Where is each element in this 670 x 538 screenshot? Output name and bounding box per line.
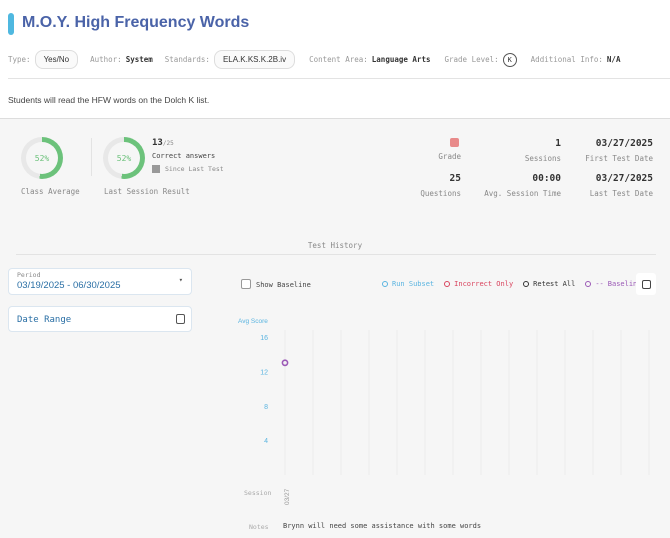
- standards-label: Standards:: [164, 55, 210, 64]
- legend-incorrect-only[interactable]: Incorrect Only: [444, 280, 513, 288]
- calendar-icon[interactable]: [176, 314, 185, 324]
- date-range-label: Date Range: [17, 315, 72, 325]
- notes-value: Brynn will need some assistance with som…: [283, 522, 482, 530]
- stat-label: Grade: [438, 152, 461, 161]
- grade-level-label: Grade Level:: [444, 55, 499, 64]
- x-tick-label: 03/27: [284, 488, 291, 505]
- circle-icon: [585, 281, 592, 287]
- description: Students will read the HFW words on the …: [8, 95, 210, 105]
- class-average-value: 52%: [26, 142, 58, 174]
- author-value: System: [125, 55, 153, 64]
- additional-info-value: N/A: [606, 55, 621, 64]
- stat-label: Avg. Session Time: [484, 189, 561, 198]
- divider: [91, 138, 92, 176]
- y-axis-label: Avg Score: [238, 318, 268, 325]
- period-select[interactable]: Period 03/19/2025 - 06/30/2025 ▾: [8, 268, 192, 295]
- stat-value: 03/27/2025: [595, 138, 653, 149]
- grade-badge: [450, 138, 459, 147]
- test-history-chart: Avg Score 4 8 12 16 03/27: [238, 318, 650, 505]
- show-baseline-checkbox[interactable]: [241, 279, 251, 289]
- since-last-test: Since Last Test: [152, 165, 224, 173]
- type-pill: Yes/No: [34, 50, 79, 69]
- divider: [0, 118, 670, 119]
- chart-legend: Run Subset Incorrect Only Retest All -- B…: [382, 280, 641, 288]
- legend-label: Baseline: [607, 280, 642, 288]
- show-baseline-label: Show Baseline: [256, 281, 311, 289]
- stat-label: Last Test Date: [589, 189, 653, 198]
- title-accent: [8, 13, 14, 35]
- total-value: /25: [162, 140, 174, 147]
- stat-value: 1: [555, 138, 561, 149]
- circle-icon: [444, 281, 451, 287]
- data-point: [281, 359, 289, 367]
- session-label: Session: [244, 489, 272, 497]
- stat-label: Sessions: [524, 154, 561, 163]
- date-range-input[interactable]: Date Range: [8, 306, 192, 332]
- correct-count: 13/25: [152, 138, 174, 148]
- test-history-title: Test History: [307, 241, 363, 250]
- legend-retest-all[interactable]: Retest All: [523, 280, 575, 288]
- y-tick-label: 12: [260, 369, 268, 376]
- divider: [16, 254, 656, 255]
- period-label: Period: [17, 271, 41, 279]
- class-average-ring: 52%: [21, 137, 63, 179]
- content-area-label: Content Area:: [309, 55, 368, 64]
- y-tick-label: 8: [264, 404, 268, 411]
- y-tick-label: 16: [260, 335, 268, 342]
- legend-label: Run Subset: [392, 280, 435, 288]
- stat-label: Questions: [420, 189, 461, 198]
- stat-label: First Test Date: [585, 154, 653, 163]
- type-label: Type:: [8, 55, 31, 64]
- page-title: M.O.Y. High Frequency Words: [22, 14, 250, 31]
- notes-label: Notes: [249, 523, 269, 531]
- legend-baseline[interactable]: -- Baseline: [585, 280, 641, 288]
- additional-info-label: Additional Info:: [530, 55, 603, 64]
- class-average-caption: Class Average: [21, 187, 80, 196]
- correct-answers-label: Correct answers: [152, 152, 216, 160]
- expand-icon: [641, 279, 651, 289]
- divider: [8, 78, 670, 79]
- last-session-value: 52%: [108, 142, 140, 174]
- chevron-down-icon: ▾: [178, 276, 183, 284]
- legend-label: Retest All: [533, 280, 576, 288]
- stat-value: 00:00: [532, 173, 561, 184]
- content-area-value: Language Arts: [371, 55, 431, 64]
- grade-level-badge: K: [502, 52, 517, 67]
- minus-icon: [152, 165, 160, 173]
- author-label: Author:: [90, 55, 122, 64]
- last-session-caption: Last Session Result: [104, 187, 190, 196]
- legend-label: Incorrect Only: [454, 280, 514, 288]
- expand-button[interactable]: [636, 273, 656, 295]
- correct-value: 13: [152, 138, 163, 148]
- period-value: 03/19/2025 - 06/30/2025: [17, 280, 121, 291]
- circle-icon: [523, 281, 530, 287]
- last-session-ring: 52%: [103, 137, 145, 179]
- since-last-test-label: Since Last Test: [165, 165, 224, 173]
- circle-icon: [382, 281, 388, 287]
- meta-row: Type: Yes/No Author: System Standards: E…: [8, 50, 620, 69]
- standards-pill[interactable]: ELA.K.KS.K.2B.iv: [213, 50, 296, 69]
- legend-run-subset[interactable]: Run Subset: [382, 280, 434, 288]
- stat-value: 03/27/2025: [595, 173, 653, 184]
- stat-value: 25: [449, 173, 461, 184]
- header-panel: [0, 0, 670, 118]
- y-tick-label: 4: [264, 438, 268, 445]
